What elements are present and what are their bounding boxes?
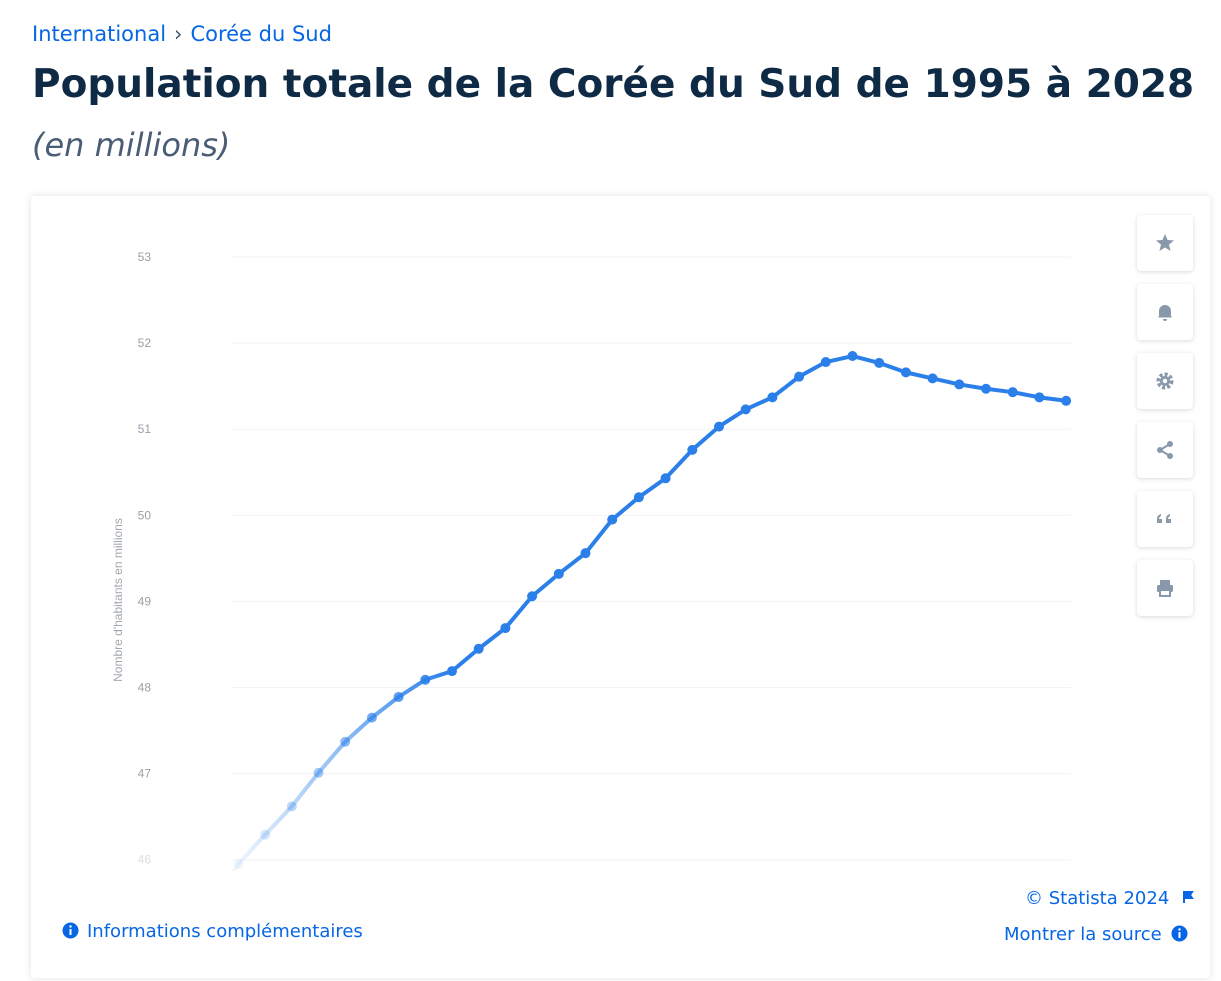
point bbox=[286, 801, 297, 812]
point bbox=[607, 514, 618, 525]
point bbox=[340, 736, 351, 747]
point bbox=[927, 373, 938, 384]
series bbox=[230, 351, 1072, 871]
point bbox=[260, 829, 271, 840]
cite-button[interactable] bbox=[1137, 491, 1193, 547]
point bbox=[714, 421, 724, 432]
favorite-button[interactable] bbox=[1137, 215, 1193, 271]
y-tick-label: 48 bbox=[138, 681, 152, 695]
show-source-text: Montrer la source bbox=[1004, 924, 1162, 945]
copyright: © Statista 2024 bbox=[1025, 888, 1195, 909]
show-source-link[interactable]: Montrer la source bbox=[1004, 924, 1188, 945]
point bbox=[981, 383, 991, 394]
point bbox=[1034, 392, 1045, 403]
point bbox=[874, 357, 885, 368]
point bbox=[954, 379, 965, 390]
more-info-text: Informations complémentaires bbox=[87, 921, 363, 942]
subtitle: (en millions) bbox=[32, 126, 231, 164]
point bbox=[366, 712, 377, 723]
point bbox=[633, 492, 644, 503]
point bbox=[660, 473, 671, 484]
point bbox=[447, 666, 457, 677]
y-tick-label: 53 bbox=[138, 250, 152, 264]
point bbox=[527, 591, 538, 602]
copyright-text: © Statista 2024 bbox=[1025, 888, 1170, 909]
settings-button[interactable] bbox=[1137, 353, 1193, 409]
point bbox=[553, 568, 564, 579]
point bbox=[473, 643, 484, 654]
chart-panel: 46 47 48 49 50 51 52 53 Nombre d'habitants en mi… bbox=[31, 196, 1210, 978]
y-tick-label: 51 bbox=[138, 422, 152, 436]
point bbox=[740, 404, 751, 415]
y-tick-label: 49 bbox=[138, 594, 152, 608]
point bbox=[1007, 387, 1018, 398]
point bbox=[1061, 395, 1072, 406]
point bbox=[847, 351, 858, 362]
point bbox=[820, 357, 831, 368]
breadcrumb-link[interactable]: International bbox=[32, 22, 167, 46]
point bbox=[687, 444, 698, 455]
y-tick-label: 52 bbox=[138, 336, 152, 350]
y-tick-label: 47 bbox=[138, 767, 152, 781]
breadcrumb: International › Corée du Sud bbox=[32, 22, 332, 46]
y-tick-label: 50 bbox=[138, 508, 152, 522]
breadcrumb-separator: › bbox=[174, 22, 183, 46]
chart: 46 47 48 49 50 51 52 53 Nombre d'habitants en mi… bbox=[111, 250, 1072, 871]
y-tick-label: 46 bbox=[138, 853, 152, 867]
point bbox=[420, 674, 431, 685]
point bbox=[580, 548, 591, 559]
point bbox=[393, 691, 404, 702]
y-axis-label: Nombre d'habitants en millions bbox=[111, 518, 125, 682]
breadcrumb-link[interactable]: Corée du Sud bbox=[190, 22, 332, 46]
page-title: Population totale de la Corée du Sud de … bbox=[32, 62, 1195, 107]
point bbox=[794, 371, 805, 382]
more-info-link[interactable]: Informations complémentaires bbox=[62, 921, 363, 942]
share-button[interactable] bbox=[1137, 422, 1193, 478]
point bbox=[233, 859, 244, 870]
point bbox=[313, 767, 324, 778]
print-button[interactable] bbox=[1137, 560, 1193, 616]
point bbox=[900, 367, 911, 378]
line bbox=[230, 354, 1067, 871]
alert-button[interactable] bbox=[1137, 284, 1193, 340]
point bbox=[500, 623, 511, 634]
point bbox=[767, 392, 778, 403]
